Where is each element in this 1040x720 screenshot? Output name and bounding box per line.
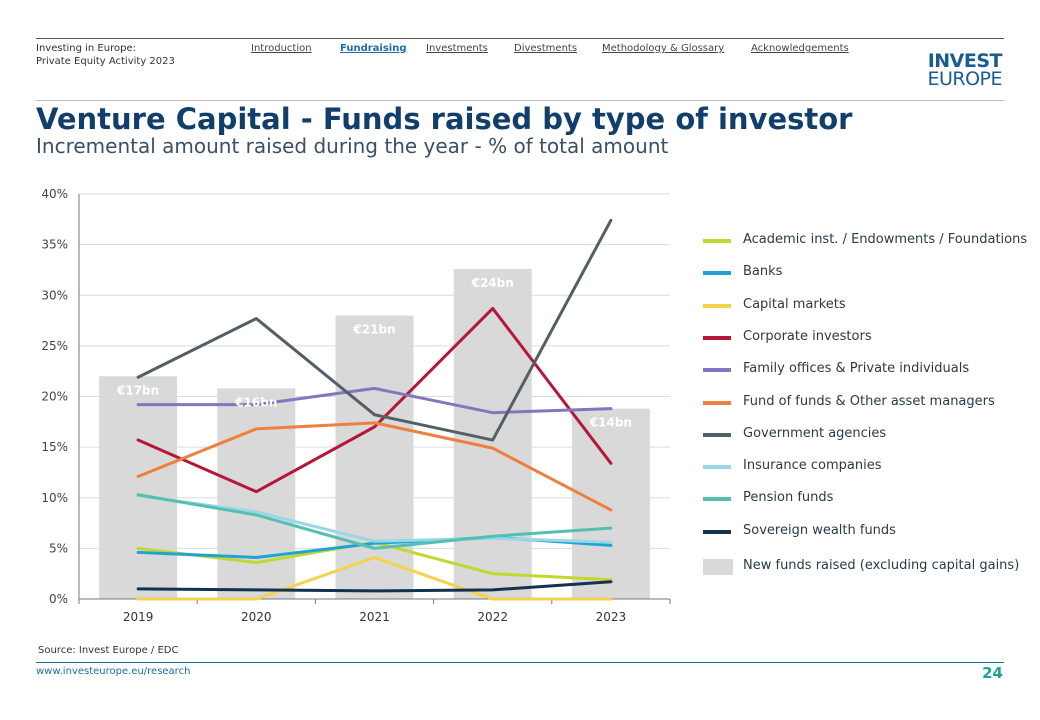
x-tick-label: 2019 — [123, 610, 154, 624]
nav-methodology-glossary[interactable]: Methodology & Glossary — [602, 43, 725, 54]
legend-swatch — [703, 497, 731, 502]
x-tick-label: 2022 — [477, 610, 508, 624]
nav-introduction[interactable]: Introduction — [251, 43, 312, 54]
bar-value-label: €14bn — [589, 416, 632, 430]
y-tick-label: 30% — [41, 288, 68, 302]
footer-url[interactable]: www.investeurope.eu/research — [36, 666, 191, 677]
x-tick-label: 2023 — [596, 610, 627, 624]
series-line — [136, 493, 613, 550]
legend-label: Sovereign wealth funds — [743, 522, 896, 538]
y-tick-label: 40% — [41, 187, 68, 201]
nav-acknowledgements[interactable]: Acknowledgements — [751, 43, 849, 54]
legend-label: Insurance companies — [743, 458, 882, 474]
y-tick-label: 15% — [41, 440, 68, 454]
series-line — [136, 218, 613, 442]
y-tick-label: 5% — [49, 541, 68, 555]
legend-swatch — [703, 303, 731, 308]
header-rule — [36, 38, 1004, 39]
bar — [571, 408, 650, 599]
y-tick-label: 0% — [49, 592, 68, 606]
nav-divestments[interactable]: Divestments — [514, 43, 578, 54]
legend-label: Government agencies — [743, 425, 887, 441]
nav-investments[interactable]: Investments — [426, 43, 488, 54]
legend-label: Corporate investors — [743, 328, 872, 344]
legend-swatch — [703, 432, 731, 437]
nav-fundraising[interactable]: Fundraising — [340, 43, 407, 54]
footer-rule — [36, 662, 1004, 663]
legend-swatch — [703, 368, 731, 373]
x-tick-label: 2021 — [359, 610, 390, 624]
series-line — [136, 421, 613, 512]
report-title-line1: Investing in Europe: — [36, 43, 136, 54]
legend-swatch — [703, 529, 731, 534]
page-number: 24 — [982, 664, 1003, 682]
legend-swatch — [703, 559, 733, 575]
legend-swatch — [703, 465, 731, 470]
bar-value-label: €17bn — [116, 383, 159, 397]
x-tick-label: 2020 — [241, 610, 272, 624]
legend-label: Fund of funds & Other asset managers — [743, 393, 995, 409]
invest-europe-logo[interactable]: INVEST EUROPE — [927, 50, 1003, 90]
legend-swatch — [703, 335, 731, 340]
legend-label: Family offices & Private individuals — [743, 361, 970, 377]
title-rule — [36, 100, 1004, 101]
legend-swatch — [703, 271, 731, 276]
legend-label: New funds raised (excluding capital gain… — [743, 558, 1020, 573]
bar — [217, 388, 296, 599]
bar-value-label: €21bn — [352, 323, 395, 337]
y-tick-label: 10% — [41, 491, 68, 505]
legend-label: Capital markets — [743, 296, 846, 312]
bar-value-label: €16bn — [234, 395, 277, 409]
source-note: Source: Invest Europe / EDC — [38, 645, 179, 656]
y-tick-label: 35% — [41, 238, 68, 252]
y-tick-label: 25% — [41, 339, 68, 353]
bar — [335, 315, 414, 599]
legend-swatch — [703, 239, 731, 243]
series-line — [136, 386, 613, 415]
bar-value-label: €24bn — [471, 276, 514, 290]
page-subtitle: Incremental amount raised during the yea… — [36, 134, 669, 158]
report-title: Investing in Europe: Private Equity Acti… — [36, 42, 175, 68]
legend-swatch — [703, 400, 731, 405]
legend-label: Academic inst. / Endowments / Foundation… — [743, 232, 1028, 247]
series-line — [136, 306, 613, 494]
legend-label: Pension funds — [743, 490, 834, 506]
series-line — [136, 555, 613, 601]
bar — [99, 376, 178, 599]
logo-line1: INVEST — [927, 50, 1003, 72]
series-line — [136, 580, 613, 593]
legend-label: Banks — [743, 264, 783, 280]
page-title: Venture Capital - Funds raised by type o… — [36, 102, 853, 136]
report-title-line2: Private Equity Activity 2023 — [36, 56, 175, 67]
y-tick-label: 20% — [41, 390, 68, 404]
series-line — [136, 494, 613, 544]
logo-line2: EUROPE — [927, 68, 1002, 90]
